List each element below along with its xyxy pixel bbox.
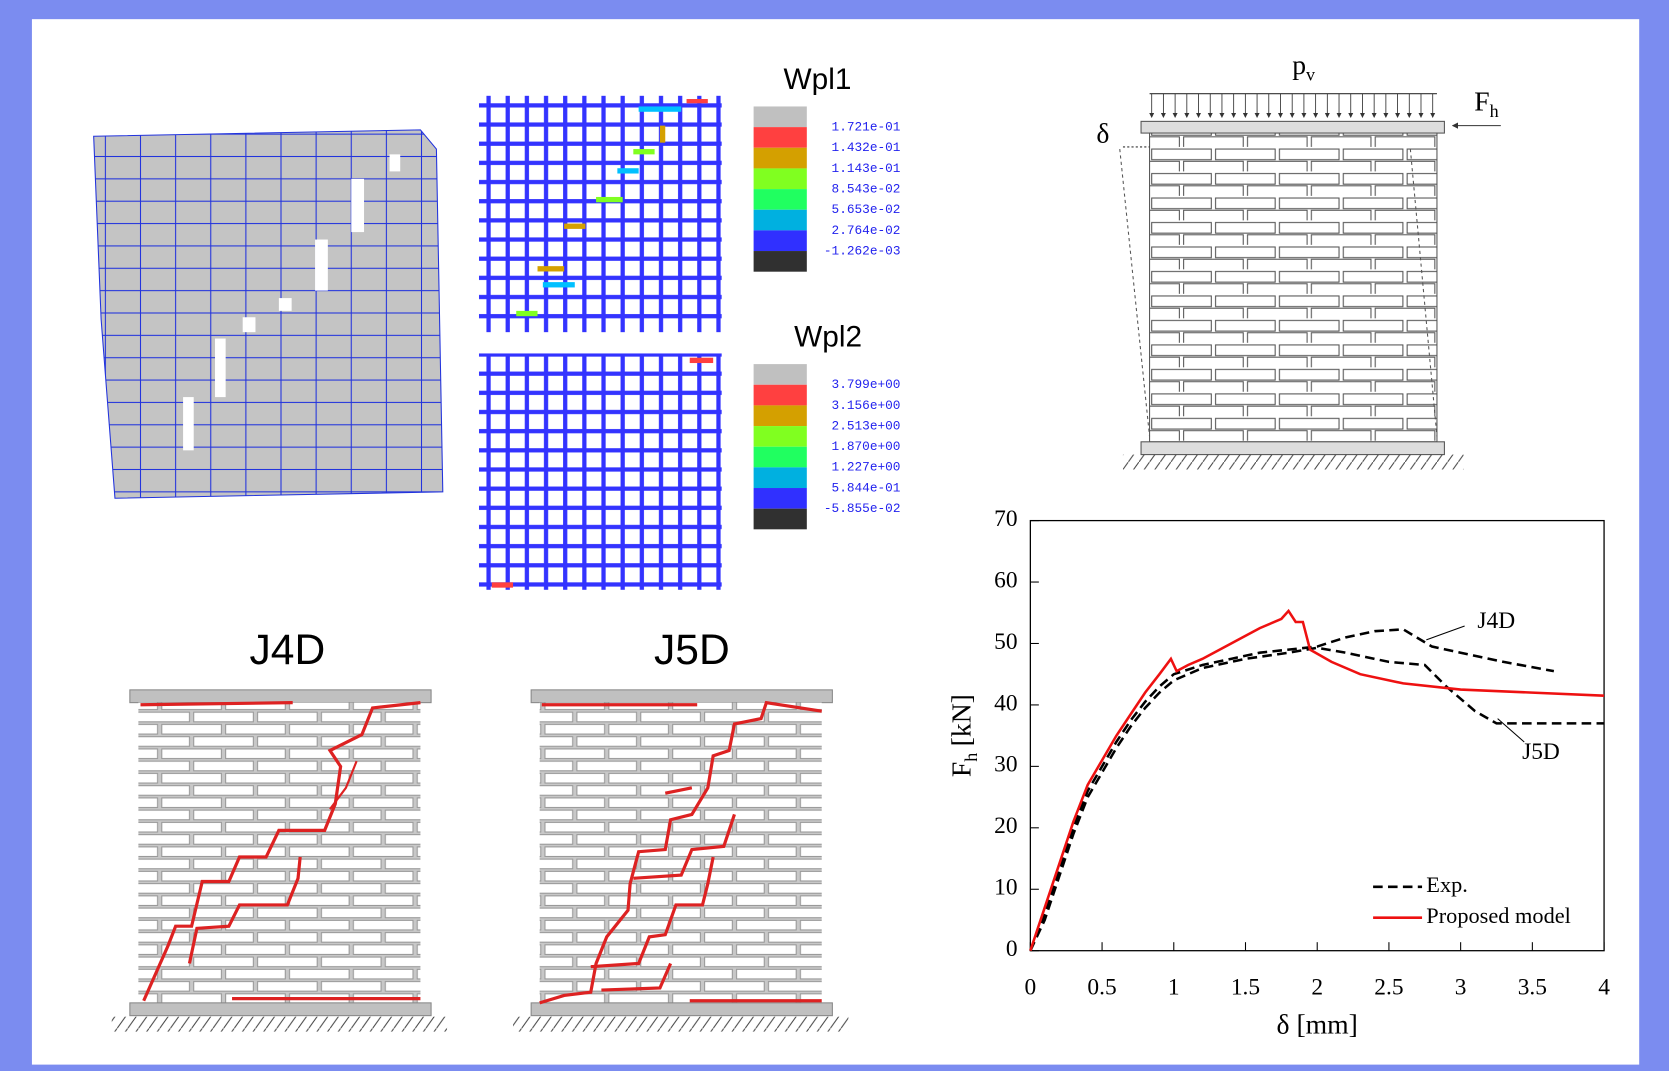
test-photos [111, 689, 849, 1032]
colorbar-label: 1.432e-01 [832, 140, 901, 155]
x-tick-label: 2 [1311, 974, 1323, 1000]
colorbar-label: 1.227e+00 [832, 460, 901, 475]
colorbar-label: 1.143e-01 [832, 161, 901, 176]
colorbar-swatch [753, 251, 807, 272]
y-tick-label: 60 [994, 567, 1017, 593]
colorbar-swatch [753, 147, 807, 169]
colorbar-label: -1.262e-03 [824, 243, 901, 258]
photo-title: J4D [250, 626, 326, 674]
y-label-main: F [946, 762, 977, 777]
mesh-models [478, 95, 722, 590]
y-tick-label: 20 [994, 813, 1017, 839]
colorbar-label: 1.721e-01 [832, 119, 901, 134]
colorbar-swatch [753, 168, 807, 190]
colorbar: 3.799e+00 3.156e+00 2.513e+00 1.870e+00 1.22… [753, 364, 901, 530]
y-tick-label: 30 [994, 752, 1017, 778]
colorbar-swatch [753, 127, 807, 148]
colorbar-swatch [753, 364, 807, 385]
colorbar-swatch [753, 230, 807, 252]
legend-label: Proposed model [1426, 903, 1571, 928]
colorbar-swatch [753, 189, 807, 210]
colorbar-label: 5.653e-02 [832, 202, 901, 217]
colorbar-swatch [753, 446, 807, 468]
load-sub: v [1306, 65, 1316, 85]
x-tick-label: 3 [1455, 974, 1467, 1000]
displacement-label: δ [1096, 118, 1109, 149]
y-tick-label: 50 [994, 629, 1017, 655]
colorbar-label: 2.764e-02 [832, 223, 901, 238]
y-tick-label: 40 [994, 690, 1017, 716]
colorbar-swatch [753, 426, 807, 447]
annotation-leader [1497, 718, 1525, 743]
colorbar: 1.721e-01 1.432e-01 1.143e-01 8.543e-02 5.65… [753, 106, 901, 272]
load-main: F [1474, 86, 1489, 117]
y-label-unit: [kN] [946, 694, 977, 746]
wall-scheme [1119, 93, 1501, 470]
colorbar-label: 8.543e-02 [832, 181, 901, 196]
x-tick-label: 1 [1168, 974, 1180, 1000]
colorbar-swatch [753, 508, 807, 530]
y-axis-label: Fh [kN] [946, 694, 981, 777]
colorbar-title: Wpl2 [794, 320, 862, 353]
curve-annotation: J4D [1477, 608, 1515, 634]
series-line [1029, 646, 1605, 952]
colorbar-label: -5.855e-02 [824, 501, 901, 516]
series-line [1029, 628, 1555, 952]
load-main: p [1292, 49, 1306, 80]
colorbar-swatch [753, 384, 807, 406]
x-tick-label: 3.5 [1518, 974, 1547, 1000]
x-tick-label: 4 [1598, 974, 1610, 1000]
x-tick-label: 0 [1025, 974, 1037, 1000]
colorbar-swatch [753, 467, 807, 489]
block-model [93, 129, 444, 499]
curve-annotation: J5D [1522, 739, 1560, 765]
load-sub: h [1490, 101, 1499, 121]
colorbar-label: 2.513e+00 [832, 418, 901, 433]
load-label: pv [1292, 49, 1316, 84]
colorbar-label: 3.799e+00 [832, 377, 901, 392]
colorbar-label: 1.870e+00 [832, 439, 901, 454]
x-tick-label: 1.5 [1231, 974, 1260, 1000]
y-label-sub: h [961, 753, 981, 762]
colorbar-label: 5.844e-01 [832, 480, 901, 495]
x-tick-label: 2.5 [1374, 974, 1403, 1000]
x-tick-label: 0.5 [1087, 974, 1116, 1000]
photo-title: J5D [654, 626, 730, 674]
colorbar-label: 3.156e+00 [832, 398, 901, 413]
y-tick-label: 10 [994, 875, 1017, 901]
y-tick-label: 70 [994, 506, 1017, 532]
colorbar-swatch [753, 405, 807, 427]
annotation-leader [1426, 625, 1465, 641]
colorbar-title: Wpl1 [784, 63, 852, 96]
legend-label: Exp. [1426, 872, 1468, 897]
colorbar-swatch [753, 488, 807, 509]
series-line [1029, 608, 1605, 952]
colorbar-swatch [753, 106, 807, 128]
colorbar-swatch [753, 209, 807, 231]
load-label: Fh [1474, 86, 1498, 121]
x-axis-label: δ [mm] [1277, 1009, 1358, 1040]
y-tick-label: 0 [1006, 936, 1018, 962]
